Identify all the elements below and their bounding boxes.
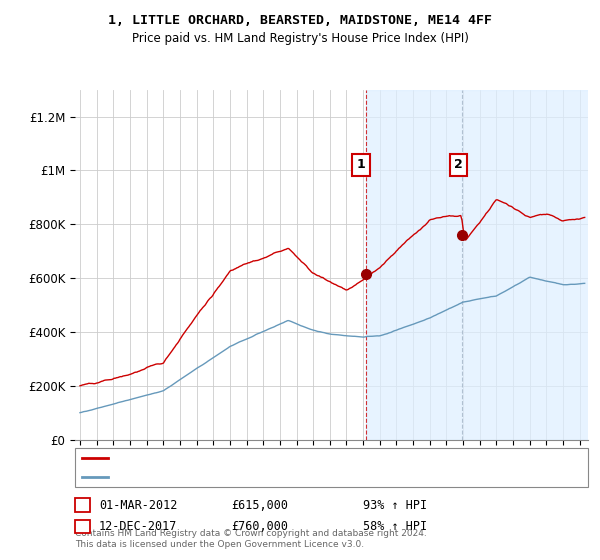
Text: 1: 1: [356, 158, 365, 171]
Text: £760,000: £760,000: [231, 520, 288, 533]
Text: Contains HM Land Registry data © Crown copyright and database right 2024.
This d: Contains HM Land Registry data © Crown c…: [75, 529, 427, 549]
Text: £615,000: £615,000: [231, 498, 288, 512]
Text: 01-MAR-2012: 01-MAR-2012: [99, 498, 178, 512]
Text: 93% ↑ HPI: 93% ↑ HPI: [363, 498, 427, 512]
Bar: [366, 90, 600, 440]
Text: 2: 2: [454, 158, 463, 171]
Text: 1, LITTLE ORCHARD, BEARSTED, MAIDSTONE, ME14 4FF: 1, LITTLE ORCHARD, BEARSTED, MAIDSTONE, …: [108, 14, 492, 27]
Text: 1: 1: [79, 498, 86, 512]
Text: HPI: Average price, detached house, Maidstone: HPI: Average price, detached house, Maid…: [114, 472, 373, 482]
Text: 12-DEC-2017: 12-DEC-2017: [99, 520, 178, 533]
Text: 2: 2: [79, 520, 86, 533]
Text: 58% ↑ HPI: 58% ↑ HPI: [363, 520, 427, 533]
Text: Price paid vs. HM Land Registry's House Price Index (HPI): Price paid vs. HM Land Registry's House …: [131, 32, 469, 45]
Text: 1, LITTLE ORCHARD, BEARSTED, MAIDSTONE, ME14 4FF (detached house): 1, LITTLE ORCHARD, BEARSTED, MAIDSTONE, …: [114, 452, 519, 463]
